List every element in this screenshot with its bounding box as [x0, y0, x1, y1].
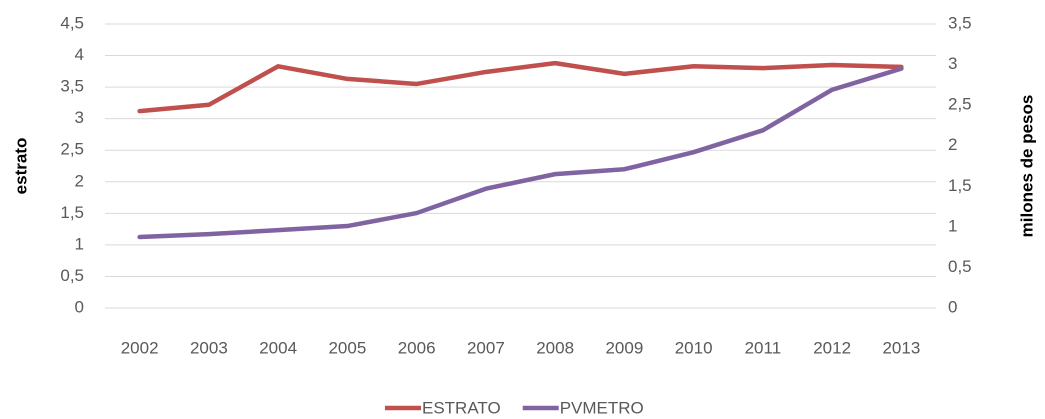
- x-tick-label: 2002: [121, 338, 159, 357]
- x-tick-label: 2003: [190, 338, 228, 357]
- x-tick-label: 2013: [882, 338, 920, 357]
- y-tick-label: 2,5: [60, 140, 84, 159]
- series-line: [137, 66, 904, 240]
- x-tick-label: 2009: [605, 338, 643, 357]
- x-tick-label: 2006: [398, 338, 436, 357]
- y2-tick-label: 0,5: [948, 257, 972, 276]
- y-tick-label: 1: [75, 234, 84, 253]
- x-tick-label: 2005: [328, 338, 366, 357]
- y-tick-label: 0: [75, 297, 84, 316]
- legend-label: PVMETRO: [560, 398, 644, 417]
- y2-tick-label: 3: [948, 54, 957, 73]
- x-tick-label: 2011: [745, 338, 782, 357]
- y2-tick-label: 2: [948, 135, 957, 154]
- y-tick-label: 4,5: [60, 13, 84, 32]
- y2-tick-label: 1,5: [948, 176, 972, 195]
- y-tick-label: 0,5: [60, 266, 84, 285]
- y2-tick-label: 2,5: [948, 95, 972, 114]
- x-tick-label: 2008: [536, 338, 574, 357]
- x-tick-label: 2010: [675, 338, 713, 357]
- y-tick-label: 1,5: [60, 203, 84, 222]
- x-tick-label: 2012: [813, 338, 851, 357]
- y2-axis-title: milones de pesos: [1017, 95, 1036, 238]
- y2-tick-label: 1: [948, 216, 957, 235]
- y-tick-label: 3,5: [60, 77, 84, 96]
- y2-tick-label: 0: [948, 297, 957, 316]
- x-tick-label: 2004: [259, 338, 297, 357]
- series-line: [137, 60, 904, 114]
- y2-tick-label: 3,5: [948, 13, 972, 32]
- legend-label: ESTRATO: [422, 398, 501, 417]
- y-tick-label: 3: [75, 108, 84, 127]
- x-tick-label: 2007: [467, 338, 505, 357]
- y-tick-label: 2: [75, 171, 84, 190]
- y-axis-title: estrato: [11, 138, 30, 195]
- y-tick-label: 4: [75, 45, 84, 64]
